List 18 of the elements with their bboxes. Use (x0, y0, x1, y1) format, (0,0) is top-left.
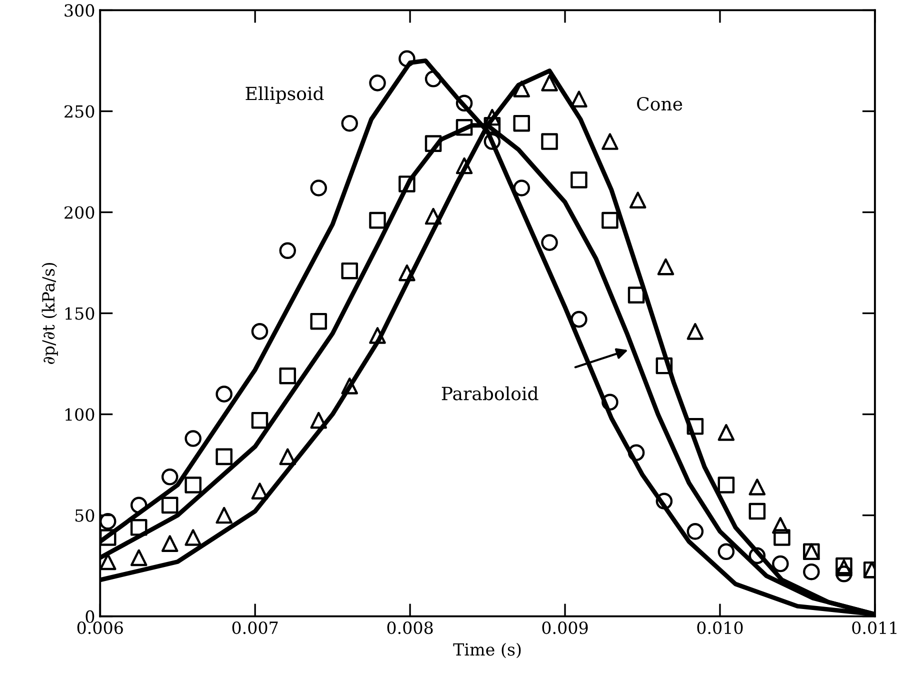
y-axis-title: ∂p/∂t (kPa/s) (42, 262, 58, 364)
x-axis-title: Time (s) (453, 642, 521, 658)
annotation: Ellipsoid (246, 86, 324, 104)
y-tick-label: 0 (86, 610, 94, 623)
y-tick-label: 100 (65, 408, 94, 421)
y-tick-label: 200 (64, 206, 94, 219)
y-tick-label: 300 (64, 4, 94, 17)
x-tick-label: 0.009 (542, 621, 588, 634)
x-tick-label: 0.007 (232, 621, 278, 634)
x-tick-label: 0.011 (852, 621, 896, 634)
x-tick-label: 0.006 (77, 621, 123, 634)
y-tick-label: 50 (75, 509, 94, 522)
x-tick-label: 0.008 (387, 621, 433, 634)
annotation: Paraboloid (442, 386, 538, 400)
x-tick-label: 0.010 (697, 621, 743, 634)
y-tick-label: 150 (65, 307, 94, 320)
annotation: Cone (637, 96, 682, 111)
y-tick-label: 250 (64, 105, 94, 118)
